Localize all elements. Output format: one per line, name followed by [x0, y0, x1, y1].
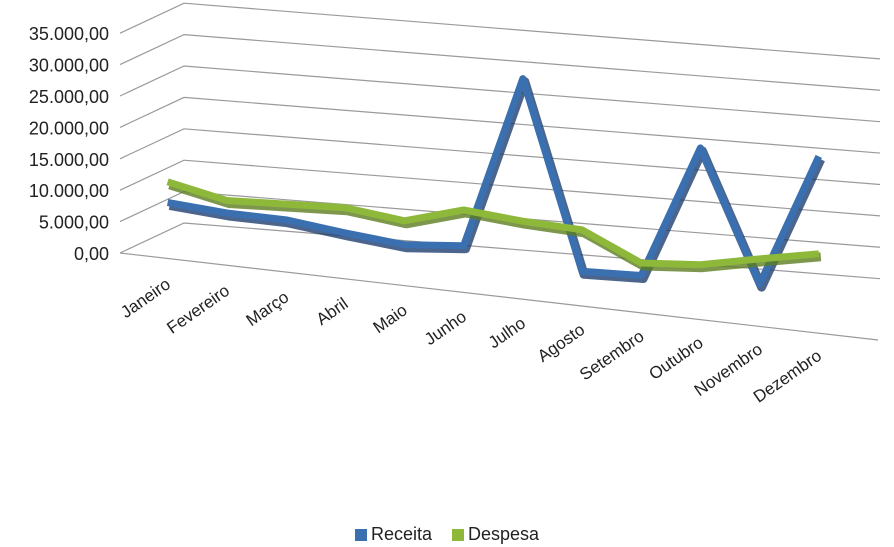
despesa-swatch [451, 528, 464, 541]
legend-item-despesa: Despesa [451, 524, 540, 545]
x-tick-label-janeiro: Janeiro [117, 274, 174, 322]
y-tick-label: 30.000,00 [29, 56, 109, 76]
x-tick-label-maio: Maio [370, 300, 411, 337]
y-tick-label: 5.000,00 [39, 213, 109, 233]
y-axis: 0,00 5.000,00 10.000,00 15.000,00 20.000,00 2… [29, 24, 109, 264]
x-tick-label-julho: Julho [485, 313, 529, 352]
y-tick-label: 15.000,00 [29, 150, 109, 170]
gridline [119, 159, 881, 217]
series-line-despesa [166, 178, 820, 269]
x-tick-label-junho: Junho [421, 307, 470, 349]
gridline [119, 128, 881, 186]
gridline [119, 65, 881, 123]
series-shadow-receita [168, 77, 825, 292]
receita-swatch [354, 528, 367, 541]
floor-edge [119, 252, 879, 341]
grid-lines [119, 2, 881, 341]
legend-item-receita: Receita [354, 524, 432, 545]
gridline [119, 96, 881, 154]
y-tick-label: 25.000,00 [29, 87, 109, 107]
y-tick-label: 20.000,00 [29, 118, 109, 138]
x-tick-label-marco: Março [243, 287, 293, 330]
x-tick-label-fevereiro: Fevereiro [163, 281, 233, 338]
x-tick-label-outubro: Outubro [645, 333, 706, 384]
x-tick-label-agosto: Agosto [534, 320, 588, 366]
y-tick-label: 10.000,00 [29, 181, 109, 201]
y-tick-label: 0,00 [74, 244, 109, 264]
series-lines [166, 75, 825, 292]
legend-label-receita: Receita [370, 524, 432, 544]
y-tick-label: 35.000,00 [29, 24, 109, 44]
legend: Receita Despesa [0, 524, 894, 545]
gridline [119, 33, 881, 91]
x-tick-label-abril: Abril [313, 294, 352, 329]
gridline [119, 2, 881, 60]
legend-label-despesa: Despesa [467, 524, 540, 544]
series-line-receita [166, 75, 822, 288]
